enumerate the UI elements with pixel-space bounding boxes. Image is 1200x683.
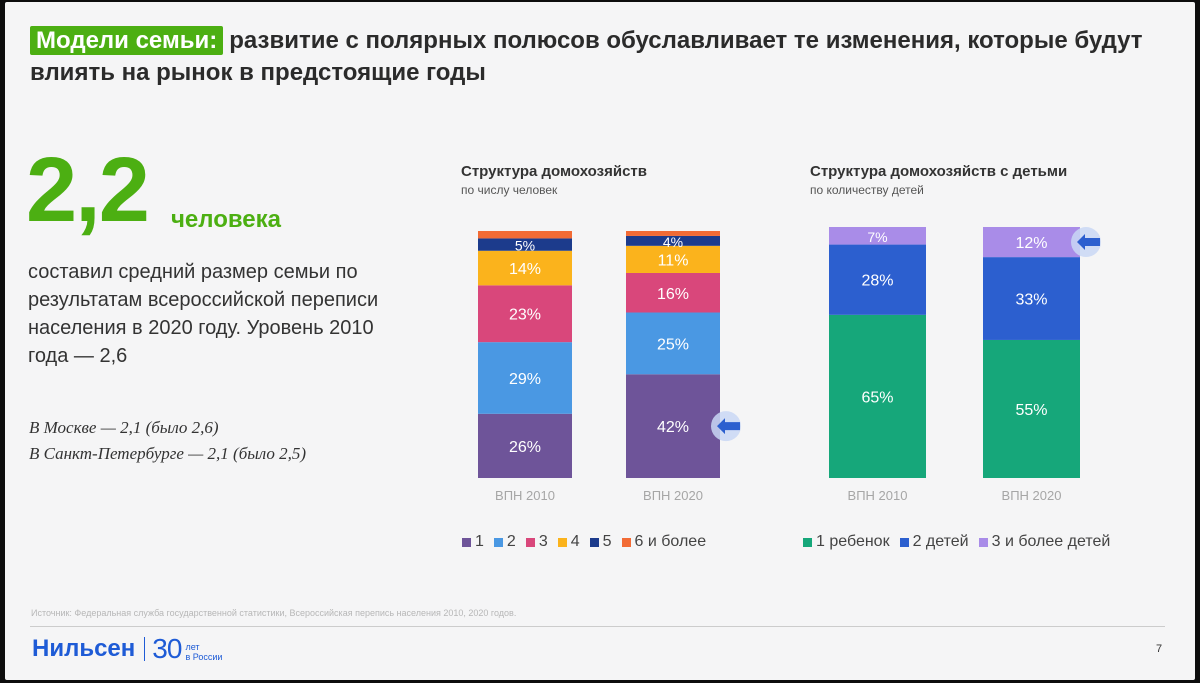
legend-swatch [978, 537, 988, 547]
logo-anniversary-text: лет в России [185, 642, 222, 662]
highlight-description: составил средний размер семьи по результ… [28, 261, 379, 367]
legend-label: 1 ребенок [816, 533, 890, 550]
chart1-bar-1-segment-5 [478, 238, 572, 251]
city-note-spb: В Санкт-Петербурге — 2,1 (было 2,5) [29, 444, 307, 463]
legend-label: 6 и более [634, 533, 707, 550]
legend-label: 3 и более детей [991, 533, 1111, 550]
chart1-arrow-icon [717, 418, 740, 435]
chart1-category-label-1: ВПН 2010 [495, 488, 555, 503]
chart1-legend-item-3: 3 [525, 533, 548, 551]
logo-name: Нильсен [32, 635, 136, 662]
legend-swatch [621, 537, 631, 547]
logo-separator [144, 637, 146, 661]
chart1-bar-1-label-3: 23% [509, 307, 541, 324]
big-number-unit: человека [171, 206, 282, 233]
legend-label: 2 детей [912, 533, 969, 550]
chart2-bar-2-segment-2 [983, 257, 1080, 340]
source-note: Источник: Федеральная служба государстве… [31, 608, 517, 618]
chart1-bar-2-segment-3 [626, 272, 720, 313]
chart1-title: Структура домохозяйств [461, 163, 647, 180]
chart1-legend-item-5: 5 [589, 533, 612, 551]
chart1-bar-2-segment-5 [626, 235, 720, 246]
chart1-bar-2-segment-6 [626, 231, 720, 236]
chart1-bar-2-label-3: 16% [657, 286, 689, 303]
chart1-bar-2-label-1: 42% [657, 419, 689, 436]
chart1-bar-1-label-2: 29% [509, 371, 541, 388]
chart1-bar-2-label-2: 25% [657, 336, 689, 353]
legend-label: 4 [570, 533, 580, 550]
chart1-bar-1-label-1: 26% [509, 439, 541, 456]
chart2-bar-2-label-1: 55% [1015, 402, 1047, 419]
chart2-bar-1-segment-3 [829, 227, 926, 245]
legend-swatch [493, 537, 503, 547]
legend-swatch [462, 537, 471, 547]
chart1-bar-2-label-5: 4% [663, 234, 683, 250]
chart2-bar-1-label-3: 7% [867, 229, 887, 245]
logo-small-line-1: лет [185, 642, 200, 652]
nielsen-logo: Нильсен 30 лет в России [32, 633, 222, 665]
chart1-legend-item-2: 2 [493, 533, 516, 551]
footer-divider [30, 626, 1165, 627]
chart2-category-label-2: ВПН 2020 [1002, 488, 1062, 503]
legend-label: 2 [506, 533, 516, 550]
legend-label: 3 [538, 533, 548, 550]
chart2-legend: 1 ребенок 2 детей 3 и более детей [803, 533, 1110, 551]
chart1-legend-item-1: 1 [462, 533, 484, 551]
legend-label: 5 [602, 533, 612, 550]
chart1-bar-1-segment-1 [478, 413, 572, 478]
big-number: 2,2 [26, 139, 150, 241]
logo-small-line-2: в России [185, 652, 223, 662]
city-notes: В Москве — 2,1 (было 2,6) В Санкт-Петерб… [29, 415, 306, 467]
chart2-bar-1-segment-1 [829, 314, 926, 478]
chart1-legend-item-6: 6 и более [621, 533, 707, 551]
chart2-category-label-1: ВПН 2010 [848, 488, 908, 503]
chart2-bar-2-segment-1 [983, 339, 1080, 478]
chart1-subtitle: по числу человек [461, 183, 558, 197]
chart2-bar-1-segment-2 [829, 244, 926, 315]
chart1-bar-1-segment-4 [478, 250, 572, 286]
chart1-legend: 1 2 3 4 5 6 и более [462, 533, 706, 551]
chart1-category-label-2: ВПН 2020 [643, 488, 703, 503]
chart2-subtitle: по количеству детей [810, 183, 924, 197]
chart1-bar-1-label-4: 14% [509, 261, 541, 278]
chart2-bar-2-label-2: 33% [1015, 292, 1047, 309]
chart2-title: Структура домохозяйств с детьми [810, 163, 1068, 180]
city-note-moscow: В Москве — 2,1 (было 2,6) [29, 418, 219, 437]
title-text: развитие с полярных полюсов обуславливае… [30, 27, 1143, 86]
legend-swatch [525, 537, 535, 547]
chart1-legend-item-4: 4 [557, 533, 580, 551]
logo-anniversary-number: 30 [152, 633, 182, 664]
chart1-bar-2-segment-4 [626, 245, 720, 273]
chart2-bar-1-label-1: 65% [861, 389, 893, 406]
title-tag: Модели семьи: [30, 26, 224, 55]
legend-label: 1 [475, 533, 484, 550]
chart1-bar-1-segment-3 [478, 285, 572, 343]
chart1-bar-1-label-5: 5% [515, 238, 535, 254]
legend-swatch [803, 537, 812, 547]
chart2-arrow-icon [1077, 234, 1100, 251]
chart2-legend-item-1: 1 ребенок [803, 533, 890, 551]
legend-swatch [899, 537, 909, 547]
legend-swatch [557, 537, 567, 547]
slide-title: Модели семьи: развитие с полярных полюсов… [30, 25, 1150, 89]
chart2-legend-item-3: 3 и более детей [978, 533, 1111, 551]
chart2-bar-1-label-2: 28% [861, 273, 893, 290]
chart1-bar-1-segment-2 [478, 342, 572, 414]
chart1-bar-2-segment-2 [626, 312, 720, 375]
chart1-bar-2-label-4: 11% [658, 252, 689, 269]
chart2-bar-2-label-3: 12% [1015, 235, 1047, 252]
chart1-bar-1-segment-6 [478, 231, 572, 239]
page-number: 7 [1156, 643, 1163, 655]
legend-swatch [589, 537, 599, 547]
chart1-bar-2-segment-1 [626, 374, 720, 478]
chart2-bar-2-segment-3 [983, 227, 1080, 258]
chart2-legend-item-2: 2 детей [899, 533, 969, 551]
